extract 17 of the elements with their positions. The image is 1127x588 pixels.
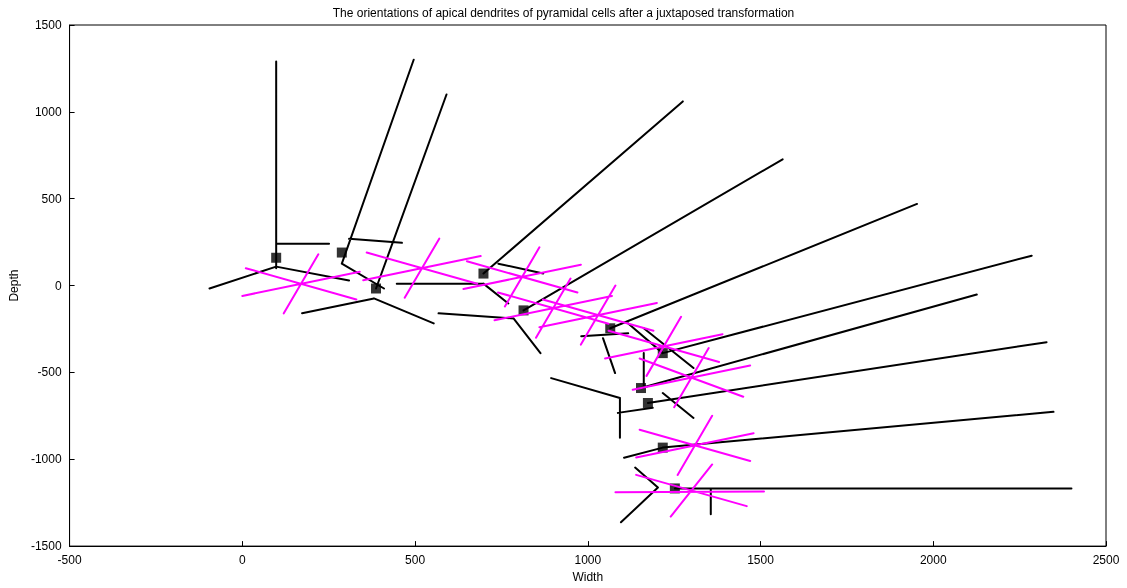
chart-title: The orientations of apical dendrites of pyramidal cells after a juxtaposed transformation — [332, 6, 795, 20]
y-tick-label: 0 — [54, 278, 62, 293]
x-tick-label: 2500 — [1092, 553, 1120, 568]
x-tick-label: 2000 — [919, 553, 947, 568]
y-tick-label: -1500 — [30, 539, 62, 554]
y-axis-title: Depth — [7, 269, 21, 302]
x-tick-label: 500 — [405, 553, 426, 568]
x-tick-label: 1500 — [747, 553, 775, 568]
x-tick-label: 0 — [238, 553, 246, 568]
x-tick-label: 1000 — [574, 553, 602, 568]
x-tick-label: -500 — [57, 553, 82, 568]
y-tick-label: 1500 — [34, 18, 62, 32]
y-tick-label: -500 — [37, 365, 62, 380]
x-axis-title: Width — [572, 570, 604, 584]
y-tick-label: 1000 — [34, 104, 62, 119]
y-tick-label: -1000 — [30, 452, 62, 467]
y-tick-label: 500 — [41, 191, 62, 206]
